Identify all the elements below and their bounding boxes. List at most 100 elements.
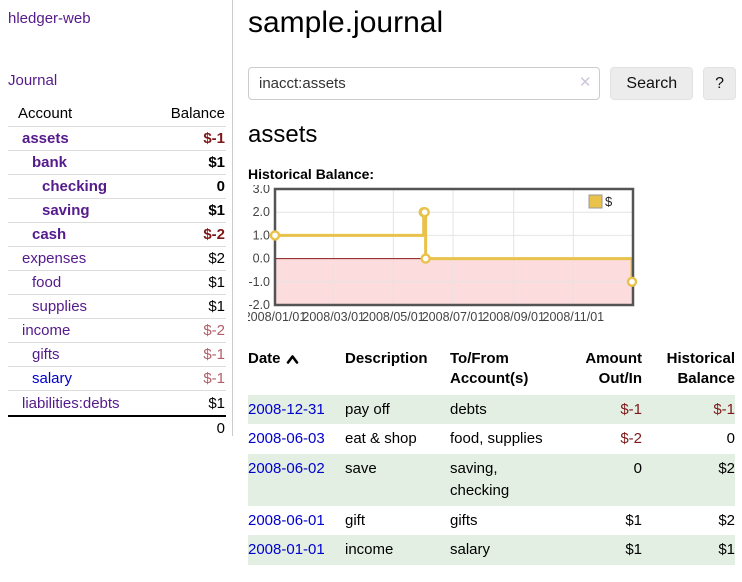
transaction-row[interactable]: 2008-12-31 pay off debts $-1 $-1 <box>248 394 735 425</box>
transaction-description: pay off <box>345 400 390 418</box>
sidebar-account-link[interactable]: assets <box>22 130 69 147</box>
svg-text:0.0: 0.0 <box>253 252 270 266</box>
accounts-tree: Account Balance assets $-1 bank $1 check… <box>8 102 226 439</box>
sidebar-account-balance: $1 <box>208 298 225 315</box>
chart-title: Historical Balance: <box>248 166 375 182</box>
sidebar-account-link[interactable]: salary <box>32 370 73 387</box>
transaction-description: eat & shop <box>345 430 417 448</box>
sidebar-account-row: bank $1 <box>8 151 226 175</box>
sidebar-account-balance: $1 <box>208 274 225 291</box>
transaction-balance: $-1 <box>713 400 735 418</box>
sidebar-account-row: salary $-1 <box>8 367 226 391</box>
transaction-date-link[interactable]: 2008-06-03 <box>248 430 325 448</box>
sidebar-item-journal[interactable]: Journal <box>8 72 58 89</box>
sidebar-account-row: expenses $2 <box>8 247 226 271</box>
transaction-date-link[interactable]: 2008-12-31 <box>248 400 325 418</box>
sidebar-account-balance: $-1 <box>203 130 225 147</box>
sidebar-account-balance: 0 <box>216 178 225 195</box>
register-account-title: assets <box>248 121 318 148</box>
sidebar-account-row: saving $1 <box>8 199 226 223</box>
sidebar-account-balance: $2 <box>208 250 225 267</box>
sidebar-account-row: gifts $-1 <box>8 343 226 367</box>
sidebar-account-balance: $-2 <box>203 226 225 243</box>
search-button[interactable]: Search <box>610 67 694 100</box>
svg-text:2008/01/01: 2008/01/01 <box>248 310 306 324</box>
sidebar-account-link[interactable]: supplies <box>32 298 88 315</box>
sidebar-account-link[interactable]: saving <box>42 202 90 219</box>
accounts-header: Account Balance <box>8 102 226 127</box>
sidebar-account-link[interactable]: income <box>22 322 71 339</box>
app-brand-link[interactable]: hledger-web <box>8 10 91 27</box>
search-input[interactable] <box>248 67 601 100</box>
svg-text:2.0: 2.0 <box>253 205 270 219</box>
main-content: sample.journal ✕ Search ? assets Histori… <box>244 0 736 566</box>
search-form: ✕ Search ? <box>248 67 736 100</box>
sidebar-divider <box>232 0 233 436</box>
svg-text:2008/11/01: 2008/11/01 <box>543 310 605 324</box>
svg-text:$: $ <box>605 194 613 209</box>
transaction-description: income <box>345 541 394 559</box>
column-header-tofrom[interactable]: To/From Account(s) <box>450 350 529 387</box>
transaction-accounts: salary <box>450 541 491 559</box>
svg-text:1.0: 1.0 <box>253 228 270 242</box>
sidebar-account-row: income $-2 <box>8 319 226 343</box>
transaction-description: gift <box>345 511 366 529</box>
svg-text:2008/07/01: 2008/07/01 <box>422 310 485 324</box>
transaction-date-link[interactable]: 2008-06-02 <box>248 460 325 478</box>
column-header-historical[interactable]: Historical Balance <box>666 350 735 387</box>
sidebar-account-row: assets $-1 <box>8 127 226 151</box>
sidebar-account-link[interactable]: bank <box>32 154 68 171</box>
transaction-balance: $2 <box>718 511 735 529</box>
transaction-date-link[interactable]: 2008-06-01 <box>248 511 325 529</box>
sidebar-account-link[interactable]: expenses <box>22 250 87 267</box>
sidebar-account-link[interactable]: liabilities:debts <box>22 394 120 412</box>
transaction-row[interactable]: 2008-01-01 income salary $1 $1 <box>248 535 735 566</box>
transaction-balance: 0 <box>726 430 735 448</box>
accounts-total-row: 0 <box>8 415 226 439</box>
transaction-row[interactable]: 2008-06-02 save saving, checking 0 $2 <box>248 454 735 506</box>
sidebar-account-balance: $1 <box>208 394 225 412</box>
transaction-accounts: gifts <box>450 511 478 529</box>
accounts-header-account: Account <box>18 105 73 122</box>
transaction-row[interactable]: 2008-06-01 gift gifts $1 $2 <box>248 506 735 536</box>
svg-text:2008/05/01: 2008/05/01 <box>362 310 425 324</box>
column-header-description[interactable]: Description <box>345 350 428 367</box>
column-header-date[interactable]: Date <box>248 347 345 395</box>
column-header-amount[interactable]: Amount Out/In <box>585 350 642 387</box>
sidebar-account-row: supplies $1 <box>8 295 226 319</box>
sidebar-account-row: liabilities:debts $1 <box>8 391 226 415</box>
sidebar-account-link[interactable]: food <box>32 274 62 291</box>
accounts-header-balance: Balance <box>170 105 225 122</box>
sidebar-account-row: cash $-2 <box>8 223 226 247</box>
transaction-amount: $-1 <box>620 400 642 418</box>
sidebar-account-balance: $-1 <box>203 370 225 387</box>
sidebar-account-balance: $1 <box>208 202 225 219</box>
historical-balance-plot: $3.0 2.0 1.0 0.0 -1.0 -2.02008/01/012008/03/0… <box>244 182 638 324</box>
transactions-table: Date Description To/From Account(s) Amou… <box>248 347 735 566</box>
sidebar-account-link[interactable]: gifts <box>32 346 60 363</box>
sidebar-account-balance: $-2 <box>203 322 225 339</box>
transaction-description: save <box>345 460 377 478</box>
transaction-date-link[interactable]: 2008-01-01 <box>248 541 325 559</box>
accounts-list: assets $-1 bank $1 checking 0 saving $1 … <box>8 127 226 415</box>
help-button[interactable]: ? <box>703 67 736 100</box>
clear-search-icon[interactable]: ✕ <box>578 74 592 91</box>
sort-ascending-icon <box>286 355 298 364</box>
sidebar-account-balance: $-1 <box>203 346 225 363</box>
svg-text:-1.0: -1.0 <box>248 275 270 289</box>
balance-chart: $3.0 2.0 1.0 0.0 -1.0 -2.0 2008/01/01 2008/03/0… <box>244 182 736 332</box>
sidebar: hledger-web Journal Account Balance asse… <box>0 0 233 439</box>
transaction-row[interactable]: 2008-06-03 eat & shop food, supplies $-2… <box>248 424 735 454</box>
sidebar-account-link[interactable]: checking <box>42 178 108 195</box>
search-box: ✕ <box>248 67 601 100</box>
sidebar-account-link[interactable]: cash <box>32 226 67 243</box>
transactions-header-row: Date Description To/From Account(s) Amou… <box>248 347 735 395</box>
svg-text:2008/03/01: 2008/03/01 <box>302 310 365 324</box>
sidebar-account-balance: $1 <box>208 154 225 171</box>
accounts-total-value: 0 <box>216 419 225 437</box>
svg-text:2008/09/01: 2008/09/01 <box>482 310 545 324</box>
transaction-balance: $1 <box>718 541 735 559</box>
transaction-accounts: food, supplies <box>450 430 543 448</box>
transaction-amount: 0 <box>633 460 642 478</box>
sidebar-account-row: food $1 <box>8 271 226 295</box>
